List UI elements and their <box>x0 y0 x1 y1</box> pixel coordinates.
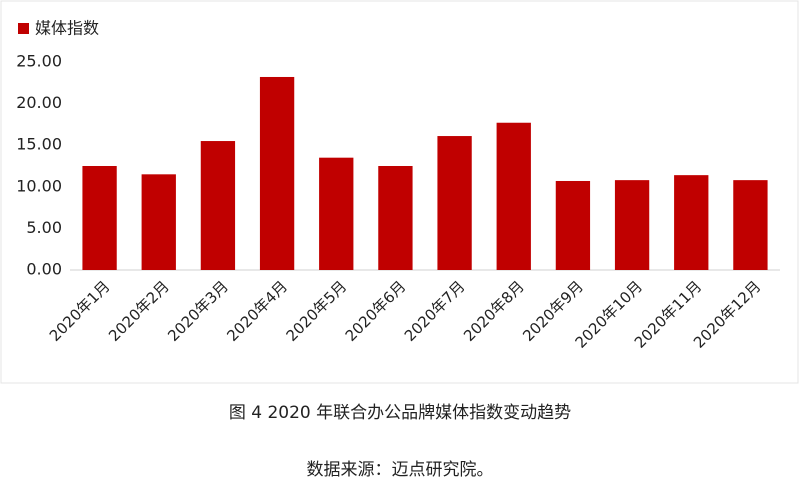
x-tick-label: 2020年4月 <box>223 277 291 345</box>
x-tick-label: 2020年2月 <box>105 277 173 345</box>
legend-label: 媒体指数 <box>35 19 99 38</box>
bar <box>141 174 176 270</box>
bar <box>319 157 354 270</box>
bar <box>82 166 117 270</box>
bar <box>674 175 709 270</box>
x-tick-label: 2020年7月 <box>401 277 469 345</box>
y-tick-label: 5.00 <box>26 218 62 237</box>
y-tick-label: 10.00 <box>16 176 62 195</box>
bar <box>437 136 472 270</box>
bar <box>733 180 768 270</box>
y-tick-label: 25.00 <box>16 52 62 71</box>
x-tick-label: 2020年5月 <box>283 277 351 345</box>
bar <box>496 122 531 271</box>
bar <box>555 180 591 270</box>
caption: 图 4 2020 年联合办公品牌媒体指数变动趋势 <box>229 403 571 423</box>
x-tick-label: 2020年6月 <box>342 277 410 345</box>
legend-swatch <box>18 23 29 34</box>
bar <box>614 180 650 270</box>
y-tick-label: 15.00 <box>16 135 62 154</box>
x-tick-label: 2020年8月 <box>460 277 528 345</box>
x-tick-label: 2020年3月 <box>164 277 232 345</box>
y-tick-label: 20.00 <box>16 93 62 112</box>
bar <box>200 141 236 270</box>
bar <box>259 76 295 270</box>
x-tick-label: 2020年1月 <box>46 277 114 345</box>
chart-frame <box>0 0 799 384</box>
bar <box>378 166 413 270</box>
y-tick-label: 0.00 <box>26 260 62 279</box>
source: 数据来源：迈点研究院。 <box>307 460 494 480</box>
